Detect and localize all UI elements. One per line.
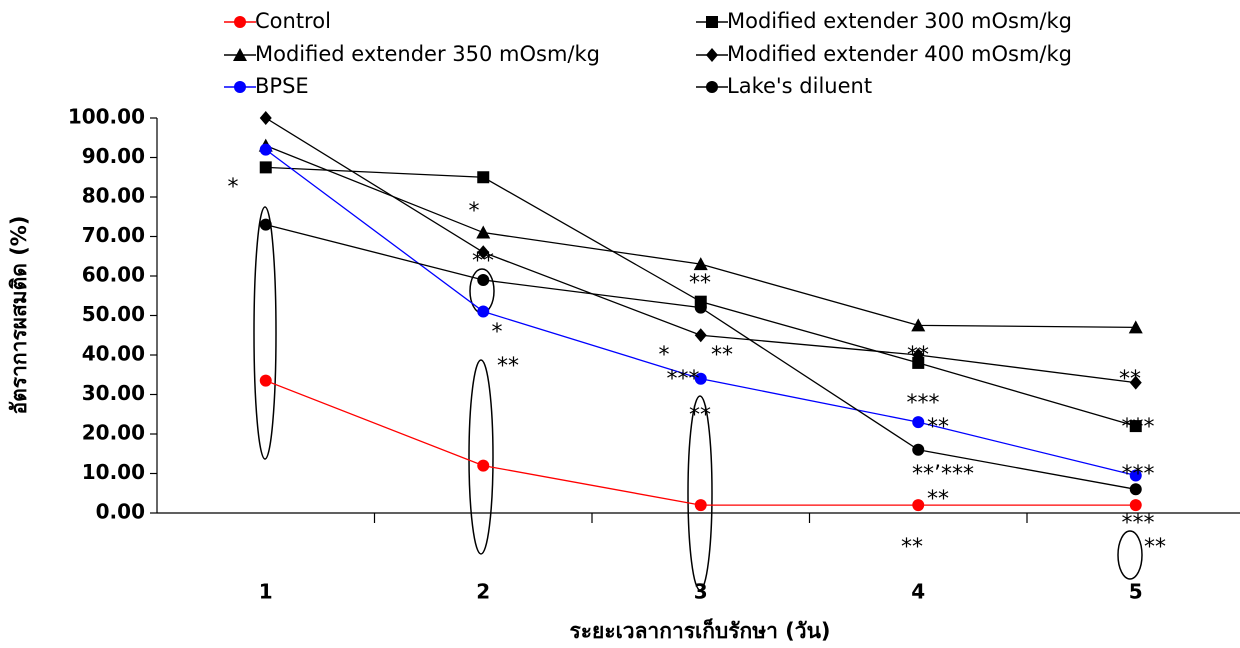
marker	[477, 171, 489, 183]
y-tick-label: 50.00	[82, 302, 145, 326]
annotation: **	[1144, 535, 1166, 560]
legend-label: Modified extender 300 mOsm/kg	[727, 9, 1072, 33]
annotation: **	[472, 249, 494, 274]
group-ellipse	[254, 207, 276, 459]
y-tick-label: 20.00	[82, 421, 145, 445]
marker	[477, 306, 489, 318]
marker	[695, 302, 707, 314]
marker	[695, 328, 707, 342]
marker	[706, 16, 718, 28]
annotation: **	[497, 354, 519, 379]
annotation: **	[927, 415, 949, 440]
y-tick-label: 0.00	[96, 500, 145, 524]
annotation: *	[659, 343, 670, 368]
annotation: **	[689, 271, 711, 296]
group-ellipse	[469, 360, 493, 554]
marker	[912, 416, 924, 428]
annotation: **	[711, 343, 733, 368]
y-tick-label: 90.00	[82, 144, 145, 168]
annotation: **’***	[912, 462, 974, 487]
annotation: **	[901, 535, 923, 560]
x-axis-label: ระยะเวลาการเก็บรักษา (วัน)	[569, 617, 830, 643]
marker	[706, 81, 718, 93]
annotation: ***	[907, 391, 940, 416]
marker	[477, 460, 489, 472]
annotation: ***	[1122, 415, 1155, 440]
annotation: **	[1119, 367, 1141, 392]
marker	[260, 111, 272, 125]
series-line	[266, 118, 1136, 383]
annotation: ***	[667, 367, 700, 392]
legend-label: Modified extender 350 mOsm/kg	[255, 42, 600, 66]
y-axis-label: อัตราการผสมติด (%)	[7, 216, 31, 415]
marker	[706, 48, 718, 62]
annotation: **	[689, 403, 711, 428]
group-ellipse	[1118, 531, 1142, 579]
legend-label: Control	[255, 9, 331, 33]
annotation: ***	[1122, 511, 1155, 536]
chart: ระยะเวลาการเก็บรักษา (วัน) อัตราการผสมติ…	[0, 0, 1240, 644]
x-tick-label: 5	[1129, 580, 1143, 604]
annotation: ***	[1122, 462, 1155, 487]
y-tick-label: 80.00	[82, 184, 145, 208]
y-tick-label: 40.00	[82, 342, 145, 366]
annotation: **	[927, 487, 949, 512]
marker	[477, 274, 489, 286]
x-tick-label: 2	[476, 580, 490, 604]
marker	[234, 81, 246, 93]
marker	[260, 161, 272, 173]
legend-label: Modified extender 400 mOsm/kg	[727, 42, 1072, 66]
annotation: **	[907, 343, 929, 368]
marker	[695, 499, 707, 511]
marker	[260, 144, 272, 156]
marker	[234, 16, 246, 28]
annotation: *	[228, 175, 239, 200]
y-tick-label: 30.00	[82, 381, 145, 405]
x-tick-label: 4	[911, 580, 925, 604]
legend-label: BPSE	[255, 74, 309, 98]
y-tick-label: 10.00	[82, 460, 145, 484]
y-tick-label: 60.00	[82, 263, 145, 287]
annotation: *	[492, 320, 503, 345]
annotation: *	[469, 199, 480, 224]
marker	[260, 375, 272, 387]
legend-label: Lake's diluent	[727, 74, 872, 98]
y-tick-label: 100.00	[68, 105, 145, 129]
marker	[476, 226, 490, 239]
x-tick-label: 3	[694, 580, 708, 604]
marker	[260, 219, 272, 231]
y-tick-label: 70.00	[82, 223, 145, 247]
marker	[1130, 499, 1142, 511]
marker	[912, 444, 924, 456]
x-tick-label: 1	[259, 580, 273, 604]
marker	[912, 499, 924, 511]
